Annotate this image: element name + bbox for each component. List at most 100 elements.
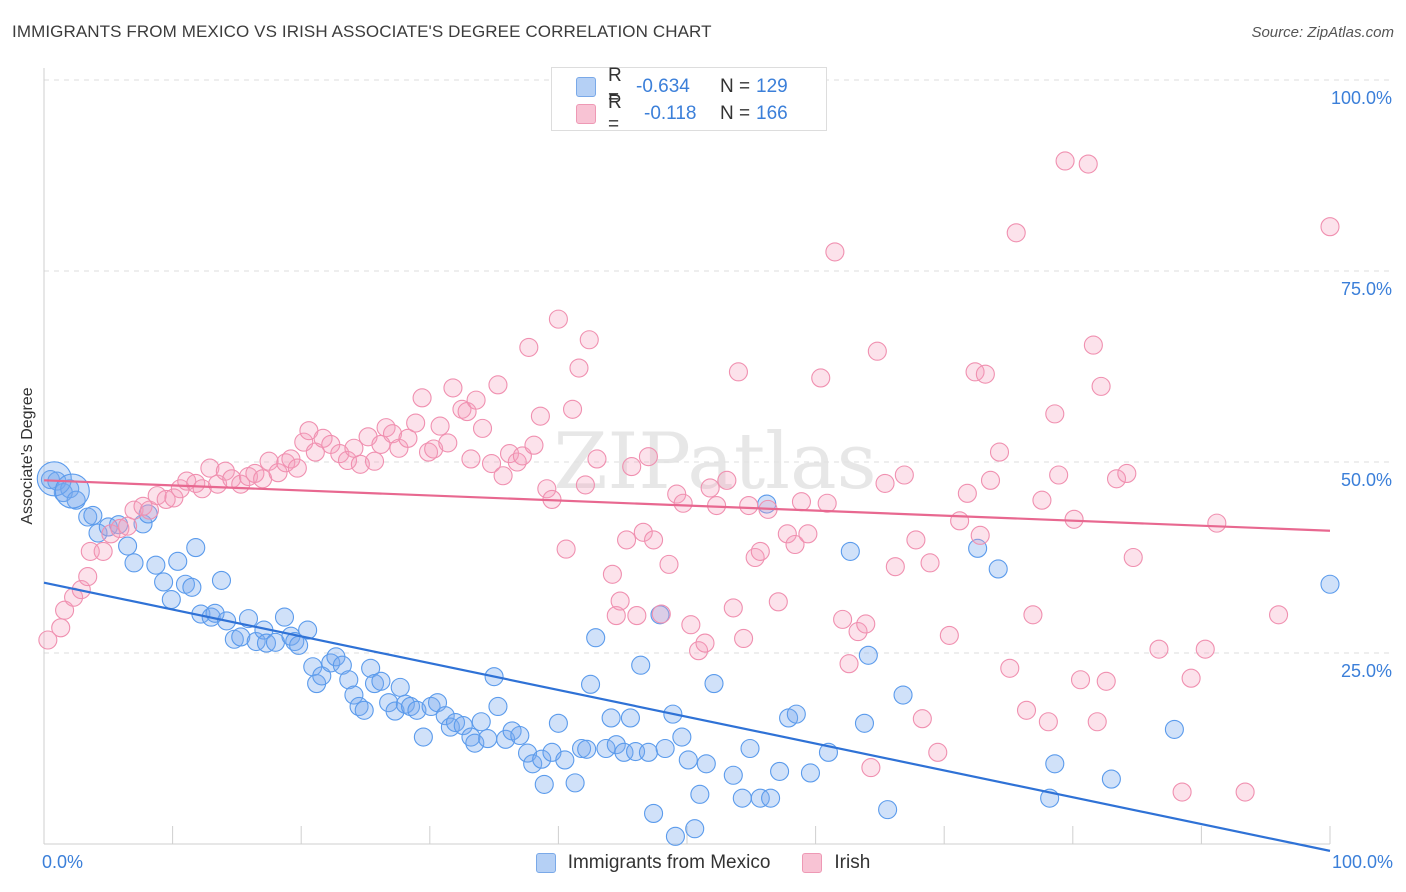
irish-point [1055, 151, 1075, 171]
mexico-point [211, 570, 232, 590]
mexico-point [840, 541, 860, 561]
irish-point [200, 458, 220, 478]
irish-point [689, 641, 709, 661]
mexico-point [761, 788, 781, 808]
irish-point [51, 618, 71, 638]
irish-point [957, 483, 977, 503]
mexico-point [571, 738, 592, 759]
mexico-point [321, 653, 341, 673]
mexico-point [445, 712, 466, 733]
irish-point [659, 554, 679, 574]
legend-label: Irish [834, 852, 871, 873]
irish-point [330, 444, 350, 464]
irish-point [817, 493, 837, 513]
irish-point [825, 242, 845, 262]
mexico-point [638, 742, 658, 762]
mexico-point [517, 743, 538, 763]
r-value: -0.634 [636, 76, 690, 97]
irish-point [481, 453, 502, 474]
irish-point [438, 433, 458, 453]
mexico-point [740, 738, 760, 759]
legend-item-irish: Irish [802, 852, 870, 874]
irish-point [452, 399, 472, 419]
r-label: R = [608, 92, 622, 135]
mexico-point [577, 739, 597, 759]
irish-point [785, 534, 805, 555]
mexico-point [631, 655, 651, 675]
irish-point [519, 337, 539, 357]
irish-point [93, 541, 113, 561]
irish-point [313, 428, 333, 448]
irish-point [268, 463, 288, 483]
mexico-point [274, 607, 295, 627]
trend-lines [43, 479, 1331, 852]
irish-point [1149, 639, 1169, 659]
irish-point [610, 591, 630, 611]
irish-point [638, 447, 658, 467]
mexico-point [696, 754, 716, 774]
x-tick-min: 0.0% [42, 852, 84, 872]
data-points [36, 151, 1340, 846]
irish-point [856, 614, 876, 634]
n-value: 129 [756, 76, 788, 97]
irish-point [989, 442, 1010, 462]
irish-point [1064, 509, 1084, 529]
irish-point [1016, 700, 1037, 720]
mexico-point [704, 674, 724, 694]
irish-point [1091, 376, 1111, 396]
irish-point [1117, 463, 1137, 484]
mexico-point [770, 761, 790, 781]
mexico-point [580, 674, 601, 694]
mexico-point [800, 763, 821, 783]
irish-point [406, 413, 426, 433]
mexico-point [678, 750, 698, 770]
r-label: R = [608, 65, 622, 108]
irish-point [627, 606, 647, 626]
blue-swatch [576, 77, 596, 97]
irish-point [734, 628, 754, 649]
irish-point [493, 466, 513, 486]
pink-swatch [802, 853, 823, 873]
irish-point [1172, 782, 1192, 802]
irish-point [928, 742, 948, 762]
irish-point [1070, 670, 1091, 690]
mexico-point [786, 704, 806, 724]
mexico-point [606, 735, 626, 755]
mexico-point [435, 706, 455, 726]
irish-point [507, 452, 527, 472]
mexico-point [339, 670, 359, 690]
correlation-legend: R = -0.634 N = 129 R = -0.118 N = 166 [551, 65, 827, 135]
irish-point [791, 492, 812, 512]
n-value: 166 [756, 103, 788, 124]
axes [43, 68, 1331, 845]
mexico-point [312, 666, 332, 686]
irish-point [350, 454, 370, 474]
irish-point [975, 364, 995, 384]
mexico-point [146, 555, 166, 575]
mexico-point [601, 708, 621, 728]
r-value: -0.118 [644, 103, 697, 124]
irish-point [939, 625, 959, 645]
irish-point [728, 362, 748, 382]
irish-point [920, 553, 940, 573]
mexico-point [161, 589, 181, 610]
irish-point [337, 450, 358, 471]
mexico-point [555, 750, 575, 770]
irish-point [1032, 490, 1052, 510]
irish-point [906, 530, 926, 550]
irish-point [811, 368, 831, 388]
mexico-point [650, 605, 670, 625]
irish-point [745, 547, 765, 568]
mexico-point [168, 551, 188, 571]
irish-point [472, 418, 493, 438]
irish-point [461, 449, 481, 469]
irish-point [418, 442, 439, 462]
legend-row-mexico: R = -0.634 N = 129 [576, 65, 788, 108]
irish-point [602, 564, 622, 584]
irish-point [1195, 639, 1215, 659]
irish-point [1106, 469, 1127, 489]
mexico-point [465, 733, 485, 753]
irish-point [717, 470, 737, 490]
mexico-point [60, 479, 80, 499]
y-tick-label: 50.0% [1341, 470, 1392, 490]
